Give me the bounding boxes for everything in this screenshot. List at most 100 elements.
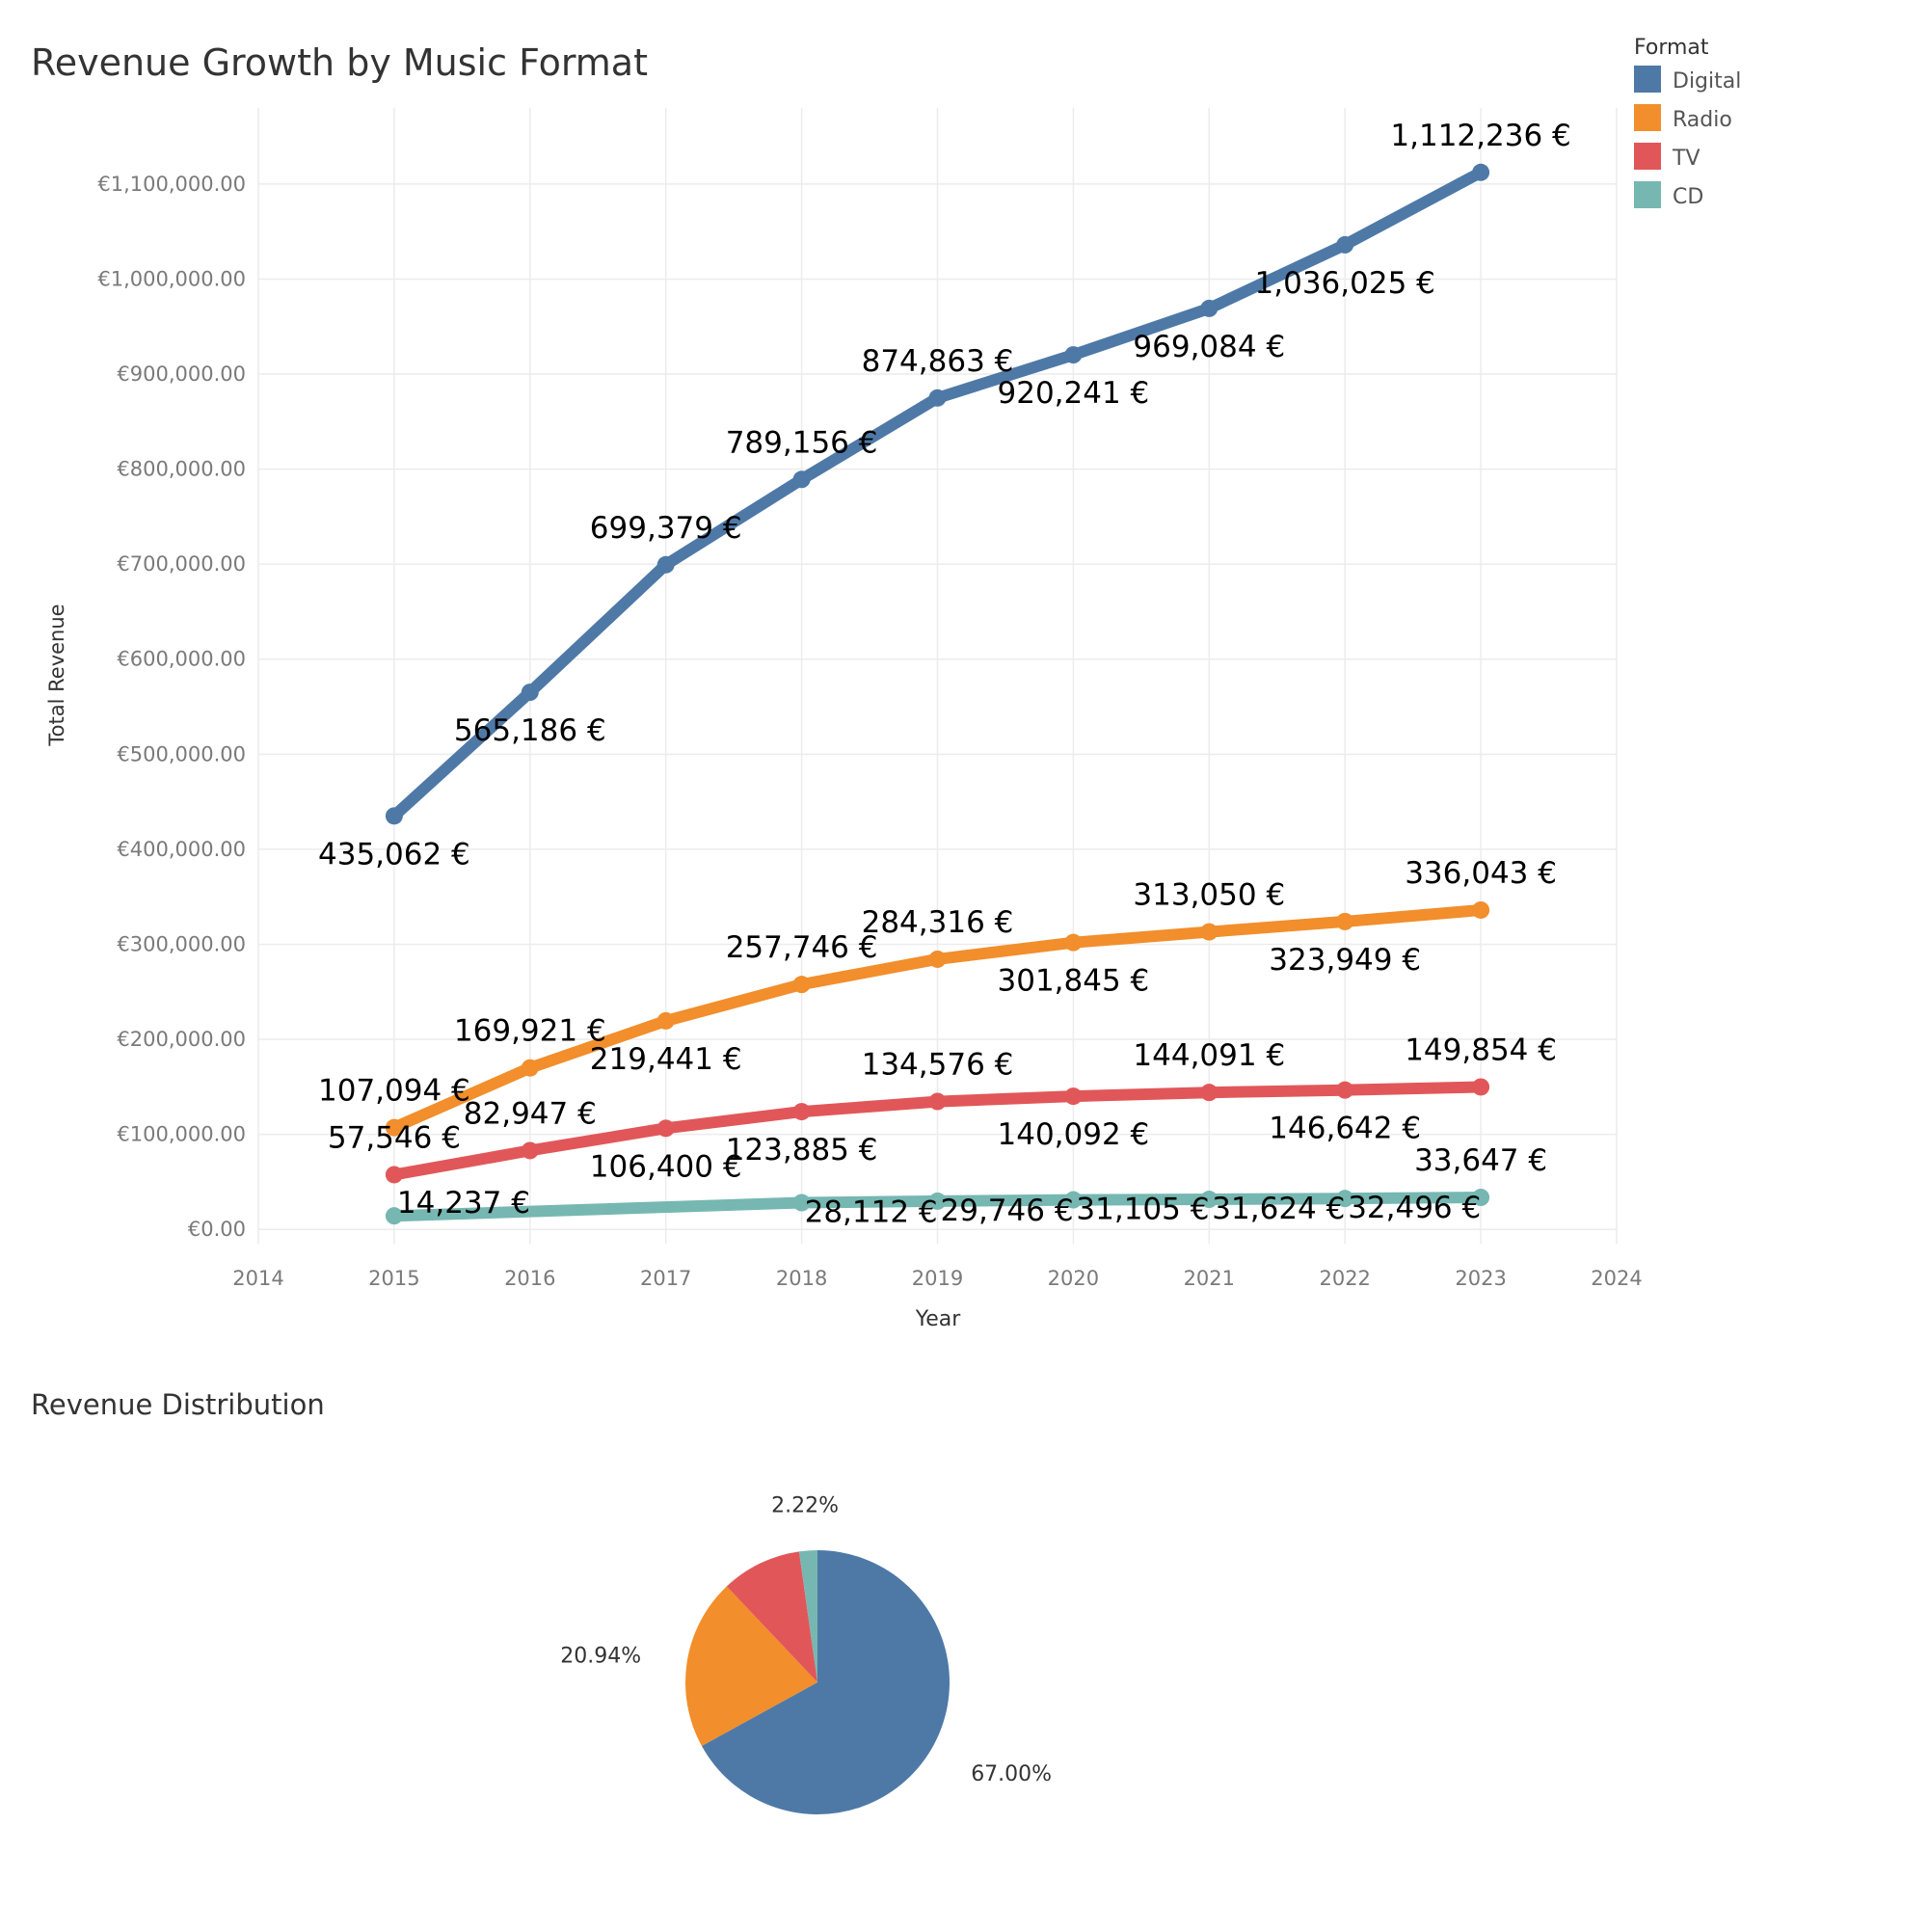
data-point-radio xyxy=(1064,933,1083,952)
x-axis-title: Year xyxy=(915,1307,962,1331)
data-label-tv: 140,092 € xyxy=(998,1117,1150,1152)
y-tick-label: €600,000.00 xyxy=(117,648,246,671)
x-tick-label: 2020 xyxy=(1048,1267,1099,1290)
data-point-digital xyxy=(1200,299,1218,317)
data-point-tv xyxy=(521,1141,539,1160)
x-tick-label: 2022 xyxy=(1319,1267,1370,1290)
pie-slices xyxy=(685,1549,951,1815)
data-label-cd: 31,105 € xyxy=(1076,1193,1209,1227)
legend-swatch-radio xyxy=(1634,104,1661,131)
data-label-radio: 257,746 € xyxy=(726,930,878,965)
data-label-tv: 106,400 € xyxy=(590,1149,742,1184)
data-point-digital xyxy=(521,684,539,702)
data-label-layer: 435,062 € 565,186 € 699,379 € 789,156 € 874,… xyxy=(318,119,1571,1230)
data-label-radio: 219,441 € xyxy=(590,1042,742,1077)
data-label-tv: 149,854 € xyxy=(1405,1033,1557,1067)
data-point-cd xyxy=(1472,1189,1490,1207)
data-point-radio xyxy=(1336,912,1354,930)
data-label-digital: 789,156 € xyxy=(726,425,878,460)
pie-slice-tv xyxy=(726,1551,817,1682)
y-tick-label: €700,000.00 xyxy=(117,552,246,576)
data-point-digital xyxy=(1472,163,1490,181)
legend-label-digital: Digital xyxy=(1673,69,1741,94)
data-label-radio: 336,043 € xyxy=(1405,856,1557,891)
y-tick-label: €200,000.00 xyxy=(117,1028,246,1051)
data-label-digital: 1,036,025 € xyxy=(1255,266,1435,301)
legend-title: Format xyxy=(1634,36,1709,60)
grid-layer xyxy=(257,108,1618,1244)
x-tick-label: 2021 xyxy=(1184,1267,1235,1290)
data-point-digital xyxy=(1064,346,1083,364)
pie-slice-radio xyxy=(685,1586,817,1746)
data-label-tv: 123,885 € xyxy=(726,1133,878,1167)
data-point-tv xyxy=(1472,1078,1490,1096)
legend-swatch-tv xyxy=(1634,143,1661,170)
data-point-radio xyxy=(1472,900,1490,919)
data-label-tv: 82,947 € xyxy=(464,1096,597,1131)
x-tick-label: 2024 xyxy=(1591,1267,1642,1290)
pie-chart-title: Revenue Distribution xyxy=(31,1388,325,1421)
data-label-radio: 301,845 € xyxy=(998,964,1150,999)
pie-slice-cd xyxy=(798,1549,817,1682)
data-point-cd xyxy=(792,1194,811,1212)
data-point-radio xyxy=(792,976,811,994)
data-label-tv: 57,546 € xyxy=(328,1120,461,1155)
data-label-cd: 28,112 € xyxy=(805,1195,938,1230)
data-label-digital: 920,241 € xyxy=(998,376,1150,411)
data-point-cd xyxy=(928,1192,947,1210)
y-tick-label: €800,000.00 xyxy=(117,458,246,481)
data-point-radio xyxy=(521,1059,539,1077)
data-label-radio: 169,921 € xyxy=(454,1014,606,1049)
data-point-tv xyxy=(385,1166,403,1184)
data-label-cd: 29,746 € xyxy=(941,1194,1074,1228)
y-tick-label: €400,000.00 xyxy=(117,838,246,861)
line-chart-title: Revenue Growth by Music Format xyxy=(31,41,648,84)
legend-label-cd: CD xyxy=(1673,185,1703,209)
legend-label-radio: Radio xyxy=(1673,108,1732,132)
x-tick-labels: 2014 2015 2016 2017 2018 2019 2020 2021 2022 2023… xyxy=(232,1267,1642,1290)
data-point-cd xyxy=(1064,1191,1083,1209)
data-point-digital xyxy=(792,470,811,489)
data-label-cd: 14,237 € xyxy=(397,1186,530,1221)
data-label-radio: 313,050 € xyxy=(1133,878,1285,913)
data-label-digital: 969,084 € xyxy=(1133,330,1285,364)
data-label-digital: 565,186 € xyxy=(454,713,606,748)
data-point-tv xyxy=(1064,1087,1083,1106)
data-label-radio: 107,094 € xyxy=(318,1074,470,1109)
pie-labels: 67.00% 20.94% 2.22% xyxy=(560,1493,1052,1786)
x-tick-label: 2014 xyxy=(232,1267,283,1290)
data-label-digital: 1,112,236 € xyxy=(1390,119,1570,153)
legend-swatch-cd xyxy=(1634,181,1661,208)
y-axis-title: Total Revenue xyxy=(45,604,68,746)
data-point-tv xyxy=(792,1103,811,1121)
pie-slice-digital xyxy=(701,1550,951,1815)
legend-swatch-digital xyxy=(1634,66,1661,93)
data-point-cd xyxy=(1200,1191,1218,1209)
data-point-tv xyxy=(928,1092,947,1111)
data-label-radio: 323,949 € xyxy=(1269,943,1421,978)
data-point-tv xyxy=(1336,1081,1354,1099)
legend-items: Digital Radio TV CD xyxy=(1634,66,1741,209)
y-tick-label: €0.00 xyxy=(188,1218,246,1241)
x-tick-label: 2023 xyxy=(1455,1267,1506,1290)
y-tick-label: €500,000.00 xyxy=(117,742,246,765)
y-tick-labels: €0.00 €100,000.00 €200,000.00 €300,000.00 €4… xyxy=(97,173,246,1241)
y-tick-label: €100,000.00 xyxy=(117,1123,246,1146)
pie-label-digital: 67.00% xyxy=(971,1762,1052,1786)
pie-chart: Revenue Distribution 67.00% 20.94% 2.22% xyxy=(31,1388,1052,1815)
data-label-digital: 699,379 € xyxy=(590,511,742,546)
y-tick-label: €1,000,000.00 xyxy=(97,267,246,290)
pie-label-cd: 2.22% xyxy=(771,1493,839,1517)
x-tick-label: 2017 xyxy=(640,1267,691,1290)
data-point-radio xyxy=(1200,923,1218,941)
data-label-cd: 32,496 € xyxy=(1348,1191,1481,1225)
y-tick-label: €300,000.00 xyxy=(117,932,246,955)
data-label-tv: 146,642 € xyxy=(1269,1112,1421,1146)
series-layer xyxy=(385,163,1490,1225)
x-tick-label: 2016 xyxy=(504,1267,555,1290)
data-point-digital xyxy=(1336,235,1354,254)
x-tick-label: 2018 xyxy=(776,1267,827,1290)
data-label-cd: 33,647 € xyxy=(1414,1143,1547,1178)
